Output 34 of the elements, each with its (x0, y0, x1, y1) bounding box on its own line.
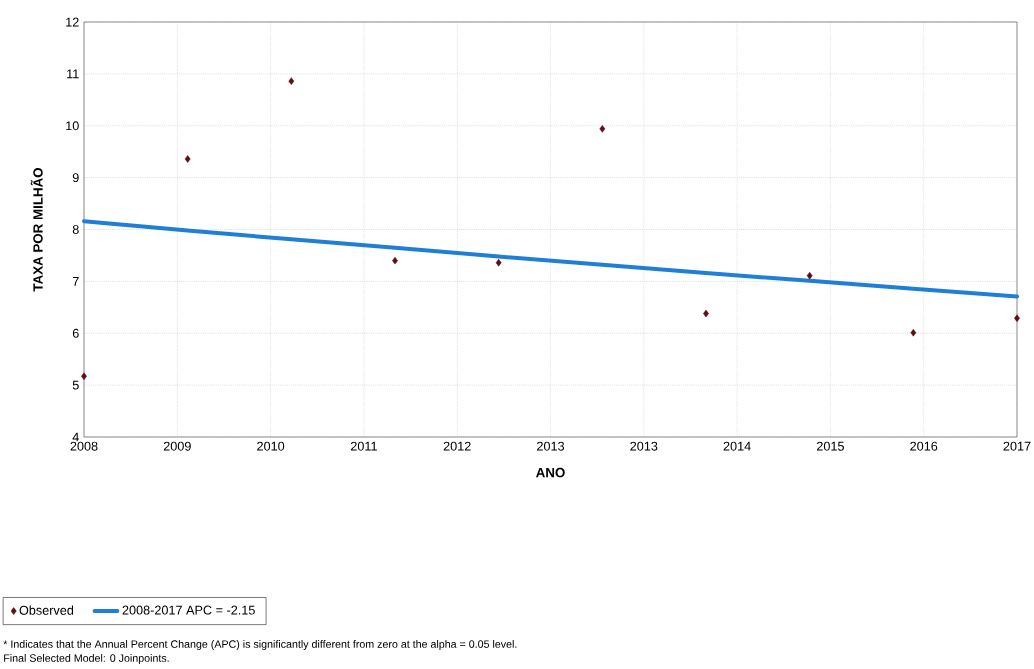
point (288, 77, 295, 85)
x-tick-label: 2013 (537, 441, 565, 451)
point (910, 329, 917, 337)
x-axis-title: ANO (536, 467, 565, 478)
y-tick-label: 7 (72, 277, 79, 286)
x-tick-label: 2012 (443, 441, 471, 451)
text: * Indicates that the Annual Percent Change (APC) is significantly different from zero at the alpha = 0.05 level. (3, 640, 517, 650)
y-tick-label: 12 (66, 17, 79, 27)
line-series (82, 219, 1020, 299)
legend-label: 2008-2017 APC = -2.15 (122, 605, 255, 615)
text: Final Selected Model: 0 Joinpoints. (4, 654, 169, 664)
legend-label: Observed (19, 605, 74, 615)
y-tick-label: 10 (66, 121, 79, 131)
x-tick-label: 2017 (1003, 441, 1031, 451)
x-tick-label: 2015 (816, 441, 844, 451)
x-tick-label: 2014 (723, 441, 751, 451)
y-tick-label: 6 (72, 328, 79, 338)
x-tick-label: 2011 (350, 441, 377, 451)
y-tick-label: 11 (67, 69, 79, 79)
y-tick-label: 8 (72, 225, 79, 234)
point (806, 271, 813, 280)
x-tick-label: 2008 (70, 441, 98, 451)
x-tick-label: 2013 (630, 441, 658, 451)
y-tick-label: 9 (72, 173, 79, 183)
point (1014, 314, 1020, 322)
x-tick-label: 2010 (257, 441, 285, 451)
y-tick-label: 5 (72, 380, 79, 390)
x-tick-label: 2016 (910, 441, 938, 451)
x-tick-label: 2009 (163, 441, 191, 451)
point (184, 155, 191, 163)
y-tick-label: 4 (72, 432, 79, 442)
point (495, 258, 502, 267)
y-axis-title: TAXA POR MILHÃO (30, 167, 43, 292)
point (599, 125, 606, 133)
